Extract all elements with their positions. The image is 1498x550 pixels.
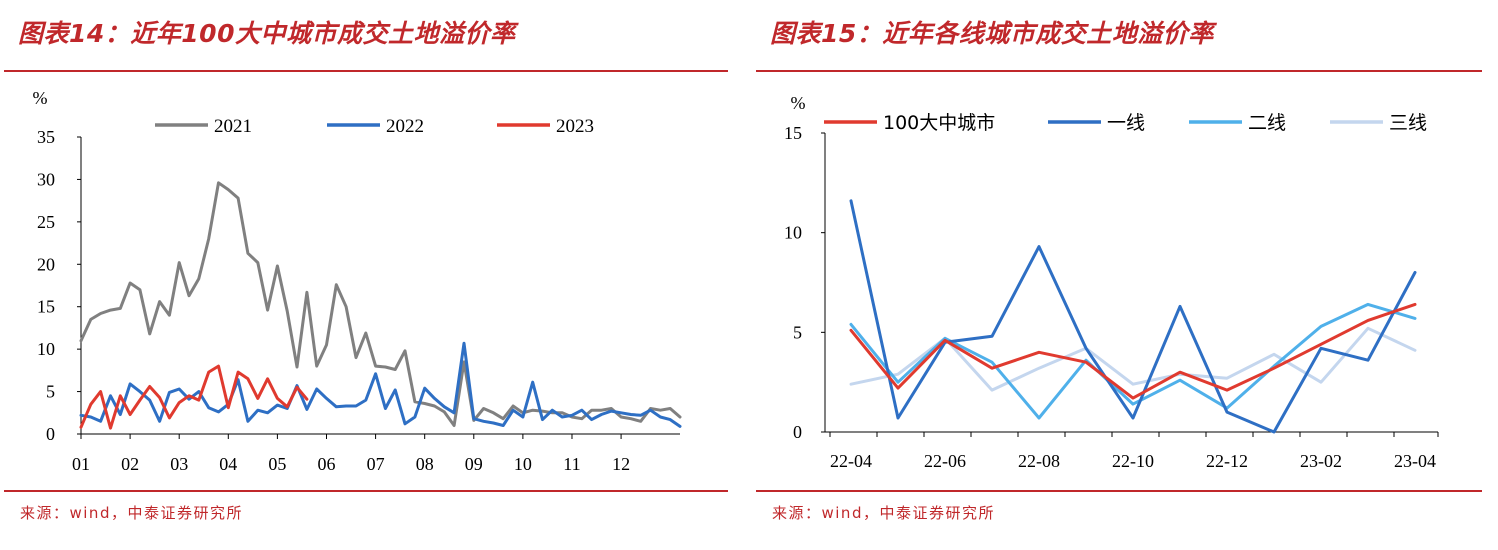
x-tick-label: 02 (121, 454, 139, 474)
y-tick-label: 0 (793, 422, 802, 442)
series-line-100大中城市 (849, 302, 1417, 400)
chart-title: 图表15：近年各线城市成交土地溢价率 (770, 19, 1214, 48)
x-tick-label: 23-04 (1394, 451, 1436, 471)
series-line-2021 (79, 181, 682, 427)
source-note: 来源：wind，中泰证券研究所 (20, 504, 243, 522)
x-tick-label: 08 (416, 454, 434, 474)
divider (756, 490, 1482, 492)
y-tick-label: 15 (37, 297, 55, 317)
y-tick-label: 20 (37, 254, 55, 274)
y-axis-unit: % (791, 93, 806, 113)
y-tick-label: 10 (784, 223, 802, 243)
series-line-2023 (79, 364, 309, 430)
x-tick-label: 10 (514, 454, 532, 474)
legend-label: 2021 (214, 116, 252, 137)
divider (4, 490, 728, 492)
legend-label: 三线 (1389, 112, 1427, 134)
y-tick-label: 10 (37, 339, 55, 359)
chart-panel-15: 图表15：近年各线城市成交土地溢价率 % 0 5 10 15 22-04 22-06 22-0… (752, 0, 1498, 550)
x-tick-label: 23-02 (1300, 451, 1342, 471)
y-tick-label: 0 (46, 424, 55, 444)
legend-label: 2022 (386, 116, 424, 137)
legend-label: 一线 (1107, 112, 1145, 134)
legend-label: 2023 (556, 116, 594, 137)
x-tick-label: 06 (317, 454, 335, 474)
y-tick-label: 25 (37, 212, 55, 232)
y-axis-unit: % (33, 88, 48, 108)
x-tick-label: 03 (170, 454, 188, 474)
x-tick-label: 12 (612, 454, 630, 474)
y-tick-label: 5 (46, 382, 55, 402)
x-tick-label: 07 (367, 454, 385, 474)
chart-15-svg: % 0 5 10 15 22-04 22-06 22-08 22-10 22-12 23-02 23-… (784, 93, 1439, 471)
x-tick-label: 11 (563, 454, 580, 474)
y-tick-label: 30 (37, 169, 55, 189)
x-tick-label: 22-10 (1112, 451, 1154, 471)
x-tick-label: 22-04 (830, 451, 872, 471)
x-tick-label: 22-08 (1018, 451, 1060, 471)
chart-title: 图表14：近年100大中城市成交土地溢价率 (18, 19, 516, 48)
x-tick-label: 22-12 (1206, 451, 1248, 471)
series-line-2022 (79, 341, 682, 428)
y-tick-label: 35 (37, 127, 55, 147)
x-tick-label: 09 (465, 454, 483, 474)
chart-panel-14: 图表14：近年100大中城市成交土地溢价率 % 0 5 10 15 20 25 30 35 01 0… (0, 0, 740, 550)
x-tick-label: 04 (219, 454, 237, 474)
x-tick-label: 01 (72, 454, 90, 474)
y-tick-label: 15 (784, 123, 802, 143)
divider (756, 70, 1482, 72)
x-tick-label: 22-06 (924, 451, 966, 471)
source-note: 来源：wind，中泰证券研究所 (772, 504, 995, 522)
y-tick-label: 5 (793, 322, 802, 342)
divider (4, 70, 728, 72)
x-tick-label: 05 (268, 454, 286, 474)
legend-label: 100大中城市 (883, 112, 995, 134)
series-line-二线 (849, 302, 1417, 420)
legend-label: 二线 (1248, 112, 1286, 134)
